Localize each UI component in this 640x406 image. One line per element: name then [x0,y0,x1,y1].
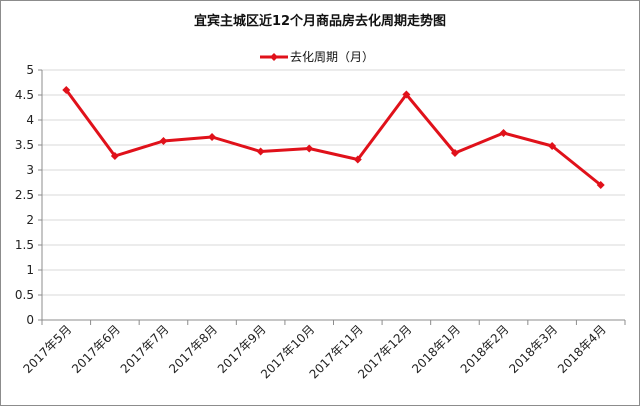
data-point [596,181,605,189]
x-tick-label: 2018年3月 [506,322,560,376]
y-tick-label: 2.5 [15,188,34,202]
y-tick-label: 1.5 [15,238,34,252]
data-point [499,129,508,137]
x-tick-label: 2017年8月 [166,322,220,376]
data-point [208,133,217,141]
data-point [256,147,265,156]
x-tick-label: 2018年4月 [555,322,609,376]
data-point [110,152,119,160]
x-tick-label: 2017年6月 [69,322,123,376]
y-tick-label: 0.5 [15,288,34,302]
y-tick-label: 3.5 [15,138,34,152]
legend-label: 去化周期（月） [290,50,374,64]
data-point [62,86,71,94]
y-tick-label: 2 [26,213,34,227]
x-tick-label: 2017年5月 [21,322,75,376]
legend: 去化周期（月） [260,50,374,64]
y-tick-label: 4.5 [15,88,34,102]
y-tick-label: 3 [26,163,34,177]
y-tick-label: 5 [26,63,34,77]
data-point [450,149,459,157]
data-point [353,155,362,164]
y-axis-ticks: 0 0.5 1 1.5 2 2.5 3 3.5 4 4.5 5 [15,63,42,327]
data-point [305,144,314,153]
y-tick-label: 0 [26,313,34,327]
x-tick-label: 2018年2月 [458,322,512,376]
series-layer [62,86,605,189]
gridlines [42,69,625,296]
data-point [548,142,557,150]
y-tick-label: 1 [26,263,34,277]
data-point [402,90,411,99]
legend-marker [270,53,278,61]
data-point [159,137,168,145]
series-line [65,89,602,187]
x-axis-ticks: 2017年5月2017年6月2017年7月2017年8月2017年9月2017年… [21,320,626,381]
chart-title: 宜宾主城区近12个月商品房去化周期走势图 [194,13,446,29]
y-tick-label: 4 [26,113,34,127]
x-tick-label: 2017年7月 [118,322,172,376]
x-tick-label: 2018年1月 [409,322,463,376]
